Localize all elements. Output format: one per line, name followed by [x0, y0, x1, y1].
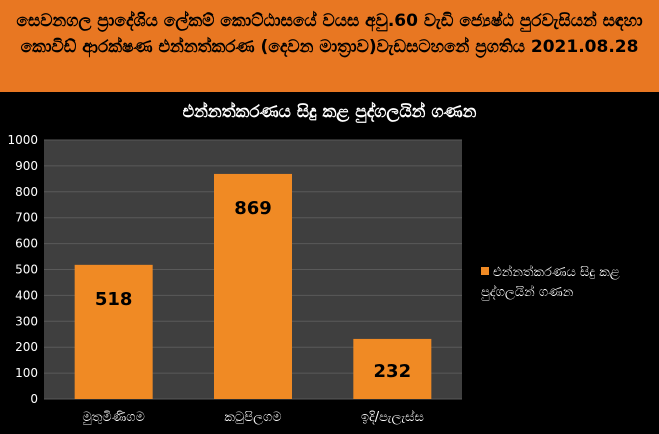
legend-swatch [481, 267, 489, 275]
data-label: 518 [95, 289, 133, 310]
data-labels: 518 869 232 [95, 198, 411, 382]
page-header: සෙවනගල ප්‍රාදේශිය ලේකම් කොට්ඨාසයේ වයස අව… [0, 0, 659, 92]
bar [214, 173, 292, 399]
y-tick-label: 700 [15, 211, 38, 225]
bars [74, 173, 432, 399]
y-axis-ticks: 0 100 200 300 400 500 600 700 800 900 1000 [7, 133, 38, 406]
chart-title: එන්නත්කරණය සිදු කළ පුද්ගලයින් ගණන [182, 102, 477, 122]
x-tick-label: ඉදි/පැලැස්ස [361, 409, 424, 425]
x-axis-labels: මුතුමිණිගම කටුපිලගම ඉදි/පැලැස්ස [82, 409, 423, 425]
bar-chart: 0 100 200 300 400 500 600 700 800 900 1000 518 869 2… [7, 133, 462, 425]
y-tick-label: 500 [15, 263, 38, 277]
data-label: 869 [234, 198, 272, 219]
y-tick-label: 100 [15, 366, 38, 380]
legend-label: එන්නත්කරණය සිදු කළ පුද්ගලයින් ගණන [481, 265, 620, 300]
header-title: සෙවනගල ප්‍රාදේශිය ලේකම් කොට්ඨාසයේ වයස අව… [16, 11, 643, 57]
chart-area: එන්නත්කරණය සිදු කළ පුද්ගලයින් ගණන 0 100 20… [0, 92, 659, 434]
y-tick-label: 300 [15, 314, 38, 328]
y-tick-label: 600 [15, 237, 38, 251]
y-tick-label: 900 [15, 159, 38, 173]
legend: එන්නත්කරණය සිදු කළ පුද්ගලයින් ගණන [481, 263, 651, 303]
data-label: 232 [374, 361, 412, 382]
y-tick-label: 0 [30, 392, 38, 406]
bar [74, 264, 153, 399]
x-tick-label: මුතුමිණිගම [82, 410, 145, 425]
y-tick-label: 400 [15, 288, 38, 302]
bar [353, 338, 432, 399]
x-tick-label: කටුපිලගම [224, 410, 281, 425]
y-tick-label: 800 [15, 185, 38, 199]
y-tick-label: 1000 [7, 133, 38, 147]
y-tick-label: 200 [15, 340, 38, 354]
